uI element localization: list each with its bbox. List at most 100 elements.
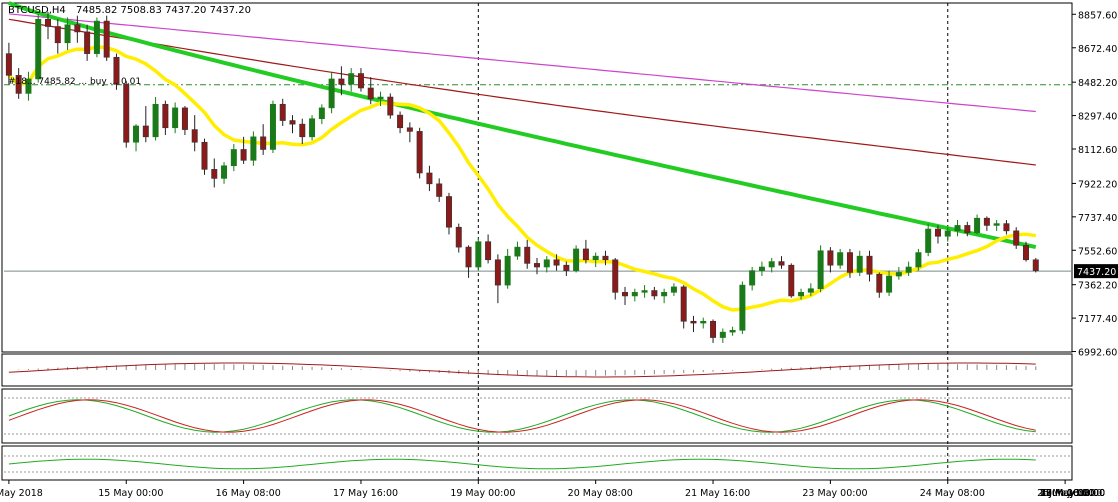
- candle-body: [983, 217, 990, 226]
- candle-body: [768, 261, 775, 268]
- candle-43: [426, 165, 433, 192]
- price-tick-label-10: 6992.60: [1078, 348, 1117, 359]
- candle-body: [426, 172, 433, 185]
- candle-body: [837, 252, 844, 266]
- candle-body: [622, 292, 629, 297]
- candle-41: [406, 122, 413, 143]
- candle-body: [142, 125, 149, 138]
- candle-body: [181, 107, 188, 130]
- time-label-16: 4 Jun 00:00: [1040, 488, 1094, 499]
- candle-body: [866, 255, 873, 275]
- candle-body: [221, 165, 228, 179]
- candle-36: [357, 68, 364, 92]
- last-price-box: [1074, 264, 1118, 279]
- candle-body: [357, 73, 364, 89]
- candle-body: [807, 288, 814, 293]
- candle-body: [778, 261, 785, 266]
- candle-body: [641, 290, 648, 293]
- candle-body: [397, 114, 404, 129]
- candle-74: [729, 326, 736, 336]
- time-label-9: 25 May 16:00: [1037, 488, 1102, 499]
- price-tick-label-2: 8482.20: [1078, 78, 1117, 89]
- candle-27: [269, 100, 276, 154]
- candle-body: [1013, 230, 1020, 246]
- candle-97: [954, 219, 961, 237]
- candle-body: [964, 225, 971, 233]
- candle-body: [240, 149, 247, 161]
- price-axis: 8857.60 8672.40 8482.20 8297.40 8112.60 7922.…: [1072, 10, 1118, 359]
- candle-70: [690, 315, 697, 333]
- candle-body: [749, 270, 756, 286]
- main-pane-frame: [1, 2, 1073, 353]
- candle-69: [680, 285, 687, 329]
- candle-88: [866, 250, 873, 282]
- candle-29: [289, 115, 296, 134]
- candle-93: [915, 248, 922, 271]
- candles: [5, 12, 1039, 343]
- candle-67: [661, 288, 668, 304]
- order-label: #18... 7485.82 ... buy ... 0.01: [8, 77, 141, 87]
- indicator-lines: [4, 362, 1072, 473]
- candle-body: [279, 103, 286, 121]
- candle-body: [338, 78, 345, 85]
- candle-53: [524, 239, 531, 269]
- stochastic-pane-frame: [1, 388, 1073, 444]
- time-label-6: 21 May 16:00: [685, 488, 750, 499]
- candle-body: [123, 84, 130, 143]
- candle-44: [436, 178, 443, 202]
- time-label-11: 28 May 08:00: [1040, 488, 1105, 499]
- candle-body: [524, 246, 531, 264]
- candle-body: [504, 255, 511, 286]
- candle-body: [553, 259, 560, 266]
- candle-body: [514, 246, 521, 257]
- candle-55: [543, 256, 550, 273]
- candle-body: [152, 103, 159, 138]
- candle-9: [93, 17, 100, 58]
- candle-body: [45, 18, 51, 27]
- last-price-label: 7437.20: [1077, 267, 1116, 278]
- candle-91: [895, 267, 902, 280]
- time-label-14: 1 Jun 08:00: [1040, 488, 1094, 499]
- candle-body: [827, 250, 834, 266]
- candle-body: [494, 259, 501, 286]
- candle-body: [74, 24, 81, 33]
- candle-84: [827, 247, 834, 273]
- time-label-2: 16 May 08:00: [216, 488, 281, 499]
- candle-78: [768, 257, 775, 273]
- candle-52: [514, 241, 521, 260]
- candle-body: [690, 320, 697, 324]
- candle-body: [318, 107, 325, 120]
- candle-35: [348, 68, 355, 92]
- candle-body: [661, 292, 668, 297]
- time-label-3: 17 May 16:00: [333, 488, 398, 499]
- candle-body: [191, 129, 198, 143]
- candle-body: [269, 103, 276, 150]
- candle-90: [886, 270, 893, 296]
- candle-87: [856, 250, 863, 277]
- candle-79: [778, 256, 785, 269]
- candle-body: [172, 107, 179, 129]
- candle-body: [876, 273, 883, 293]
- candle-body: [348, 73, 355, 85]
- candle-105: [1032, 257, 1039, 273]
- candle-71: [700, 317, 707, 329]
- candle-body: [406, 127, 413, 132]
- price-tick-label-0: 8857.60: [1078, 10, 1117, 21]
- candle-81: [798, 288, 805, 300]
- candle-body: [445, 196, 452, 228]
- candle-1: [15, 68, 22, 99]
- moving-averages: [7, 1, 1037, 312]
- candle-49: [485, 234, 492, 264]
- candle-body: [162, 103, 169, 129]
- candle-13: [133, 124, 140, 152]
- candle-19: [191, 115, 198, 152]
- candle-25: [250, 131, 257, 166]
- candle-body: [133, 125, 140, 143]
- price-tick-label-5: 7922.20: [1078, 179, 1117, 190]
- candle-body: [944, 230, 951, 237]
- candle-61: [602, 250, 609, 266]
- candle-body: [436, 183, 443, 197]
- candle-89: [876, 272, 883, 298]
- pane-frames: [1, 2, 1073, 481]
- candle-94: [925, 223, 932, 257]
